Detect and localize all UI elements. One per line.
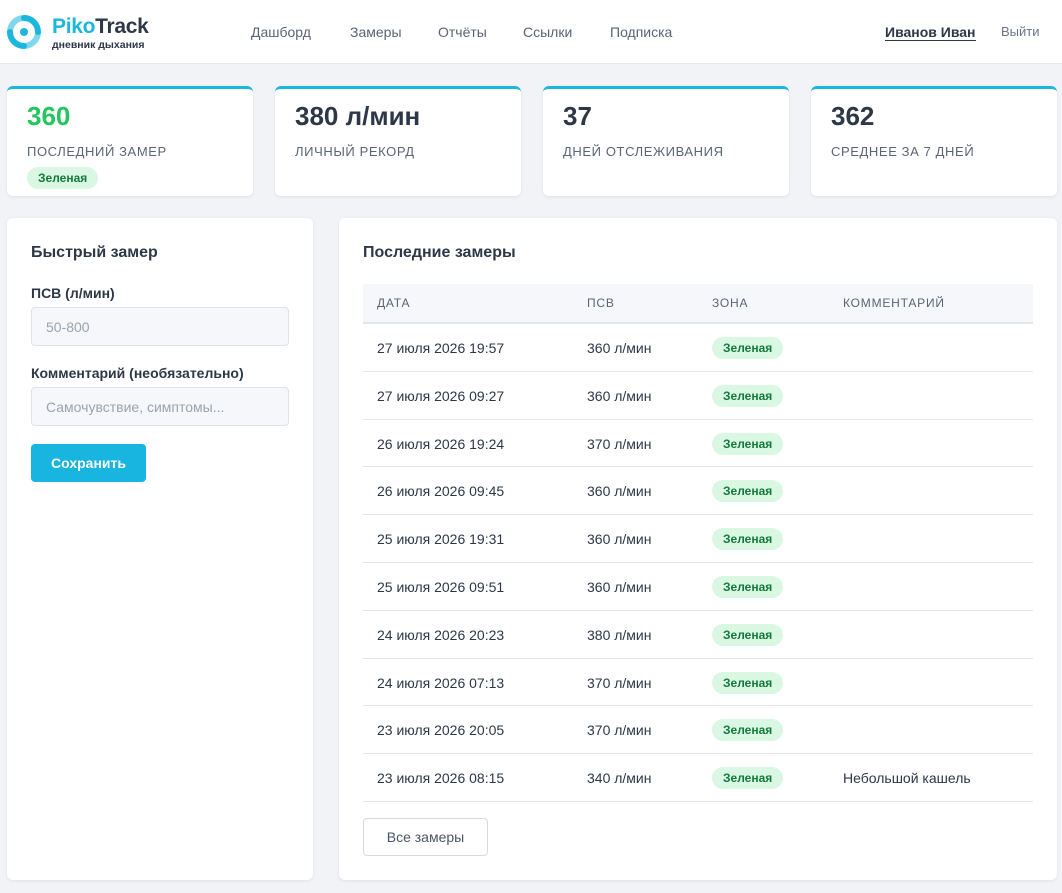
- nav-links[interactable]: Ссылки: [523, 24, 573, 40]
- zone-badge: Зеленая: [712, 337, 784, 359]
- zone-badge: Зеленая: [27, 167, 99, 189]
- zone-badge: Зеленая: [712, 719, 784, 742]
- stat-value: 37: [563, 101, 592, 131]
- cell-date: 26 июля 2026 09:45: [377, 483, 505, 500]
- table-row: 25 июля 2026 19:31 360 л/мин Зеленая: [363, 515, 1033, 563]
- stat-label: Дней отслеживания: [563, 144, 724, 159]
- table-row: 24 июля 2026 07:13 370 л/мин Зеленая: [363, 659, 1033, 707]
- stat-label: Среднее за 7 дней: [831, 144, 975, 159]
- cell-date: 27 июля 2026 19:57: [377, 340, 505, 356]
- cell-comment: Небольшой кашель: [843, 770, 971, 787]
- cell-pef: 380 л/мин: [587, 626, 652, 643]
- column-header-comment: Комментарий: [843, 296, 945, 310]
- stat-value: 360: [27, 101, 71, 131]
- panel-title: Быстрый замер: [31, 244, 158, 261]
- logo[interactable]: PikoTrack дневник дыхания: [6, 12, 156, 54]
- table-row: 26 июля 2026 09:45 360 л/мин Зеленая: [363, 467, 1033, 516]
- column-header-date: Дата: [377, 296, 411, 310]
- cell-pef: 370 л/мин: [587, 674, 652, 691]
- piko-logo-icon: [7, 15, 41, 49]
- stat-card-personal-best: 380 л/мин Личный рекорд: [275, 86, 521, 196]
- measurements-table: Дата ПСВ Зона Комментарий 27 июля 2026 1…: [363, 284, 1033, 802]
- cell-pef: 340 л/мин: [587, 770, 652, 787]
- cell-date: 23 июля 2026 08:15: [377, 770, 505, 787]
- nav-subscription[interactable]: Подписка: [610, 24, 673, 40]
- zone-badge: Зеленая: [712, 671, 784, 694]
- stat-label: Личный рекорд: [295, 144, 415, 159]
- table-header: Дата ПСВ Зона Комментарий: [363, 284, 1033, 324]
- logo-wordmark: PikoTrack: [52, 15, 149, 38]
- top-header: PikoTrack дневник дыхания Дашборд Замеры…: [0, 0, 1062, 64]
- nav-reports[interactable]: Отчёты: [438, 24, 487, 40]
- table-row: 23 июля 2026 20:05 370 л/мин Зеленая: [363, 706, 1033, 755]
- cell-pef: 360 л/мин: [587, 483, 652, 500]
- logout-link[interactable]: Выйти: [1001, 24, 1040, 39]
- cell-date: 25 июля 2026 09:51: [377, 578, 505, 595]
- pef-input[interactable]: [31, 307, 289, 346]
- cell-date: 24 июля 2026 20:23: [377, 626, 505, 643]
- save-button[interactable]: Сохранить: [31, 444, 146, 482]
- zone-badge: Зеленая: [712, 623, 784, 646]
- zone-badge: Зеленая: [712, 575, 784, 598]
- table-row: 27 июля 2026 19:57 360 л/мин Зеленая: [363, 324, 1033, 372]
- table-row: 27 июля 2026 09:27 360 л/мин Зеленая: [363, 372, 1033, 420]
- zone-badge: Зеленая: [712, 384, 784, 407]
- cell-pef: 360 л/мин: [587, 387, 652, 404]
- cell-pef: 360 л/мин: [587, 531, 652, 548]
- cell-pef: 370 л/мин: [587, 722, 652, 739]
- recent-measurements-panel: Последние замеры Дата ПСВ Зона Комментар…: [339, 218, 1057, 880]
- comment-input[interactable]: [31, 387, 289, 426]
- table-row: 23 июля 2026 08:15 340 л/мин Зеленая Неболь…: [363, 754, 1033, 802]
- zone-badge: Зеленая: [712, 432, 784, 455]
- zone-badge: Зеленая: [712, 528, 784, 551]
- cell-date: 23 июля 2026 20:05: [377, 722, 505, 739]
- comment-label: Комментарий (необязательно): [31, 365, 244, 381]
- user-profile-link[interactable]: Иванов Иван: [885, 24, 976, 41]
- nav-dashboard[interactable]: Дашборд: [251, 24, 311, 40]
- cell-pef: 360 л/мин: [587, 578, 652, 595]
- stat-label: Последний замер: [27, 144, 167, 159]
- table-row: 26 июля 2026 19:24 370 л/мин Зеленая: [363, 420, 1033, 468]
- stat-value: 362: [831, 101, 875, 131]
- cell-pef: 370 л/мин: [587, 435, 652, 452]
- zone-badge: Зеленая: [712, 480, 784, 503]
- panel-title: Последние замеры: [363, 244, 516, 261]
- column-header-zone: Зона: [712, 296, 749, 310]
- cell-date: 26 июля 2026 19:24: [377, 435, 505, 452]
- stat-card-last-reading: 360 Последний замер Зеленая: [7, 86, 253, 196]
- stat-card-days-tracked: 37 Дней отслеживания: [543, 86, 789, 196]
- table-body: 27 июля 2026 19:57 360 л/мин Зеленая 27 июл…: [363, 324, 1033, 802]
- cell-date: 25 июля 2026 19:31: [377, 531, 505, 548]
- stat-card-7day-average: 362 Среднее за 7 дней: [811, 86, 1057, 196]
- logo-tagline: дневник дыхания: [52, 39, 145, 51]
- table-row: 25 июля 2026 09:51 360 л/мин Зеленая: [363, 563, 1033, 611]
- cell-pef: 360 л/мин: [587, 340, 652, 356]
- pef-label: ПСВ (л/мин): [31, 285, 115, 301]
- cell-date: 24 июля 2026 07:13: [377, 674, 505, 691]
- stat-value: 380 л/мин: [295, 101, 421, 131]
- nav-measurements[interactable]: Замеры: [350, 24, 402, 40]
- table-row: 24 июля 2026 20:23 380 л/мин Зеленая: [363, 611, 1033, 659]
- column-header-pef: ПСВ: [587, 296, 615, 310]
- all-measurements-button[interactable]: Все замеры: [363, 818, 488, 856]
- zone-badge: Зеленая: [712, 767, 784, 790]
- cell-date: 27 июля 2026 09:27: [377, 387, 505, 404]
- quick-measurement-panel: Быстрый замер ПСВ (л/мин) Комментарий (н…: [7, 218, 313, 880]
